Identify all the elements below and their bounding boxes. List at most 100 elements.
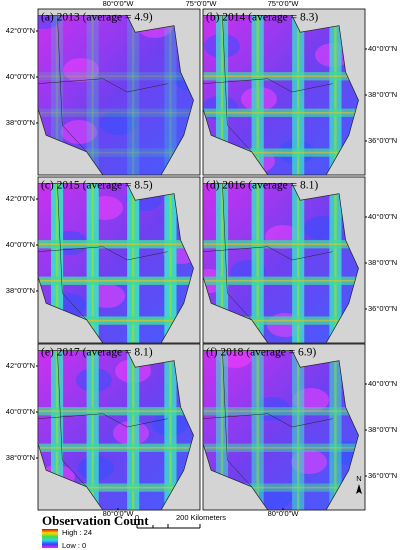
swath-core [203, 319, 359, 322]
swath-core [38, 486, 194, 489]
swath-core [169, 350, 172, 510]
swath-core [91, 183, 94, 343]
swath-horizontal [38, 72, 194, 81]
swath-core [131, 15, 135, 175]
swath-core [38, 151, 194, 154]
region-outline [202, 15, 359, 176]
swath-core [256, 15, 259, 175]
map-panel: (c) 2015 (average = 8.5) 42°0'0"N 40°0'0"N… [6, 176, 201, 344]
swath-core [38, 111, 194, 114]
raster-patch [61, 120, 97, 144]
swath-core [334, 350, 337, 510]
region-outline [37, 350, 194, 511]
swath-core [203, 410, 359, 413]
latitude-label: 38°0'0"N [6, 453, 35, 462]
swath-core [55, 350, 59, 510]
swath-core [203, 446, 359, 449]
swath-core [203, 486, 359, 489]
swath-core [38, 243, 194, 246]
raster-patch [100, 111, 136, 135]
region-outline [202, 183, 359, 344]
latitude-label: 40°0'0"N [6, 72, 35, 81]
north-arrow [356, 484, 362, 494]
swath-core [203, 279, 359, 282]
longitude-label: 80°0'0"W [103, 0, 135, 8]
latitude-label: 40°0'0"N [6, 240, 35, 249]
swath-core [256, 183, 259, 343]
panel-title: (f) 2018 (average = 6.9) [206, 347, 316, 359]
legend-low: Low : 0 [62, 541, 86, 550]
swath-vertical [50, 15, 64, 175]
legend-high: High : 24 [62, 528, 92, 537]
latitude-label: 36°0'0"N [368, 471, 397, 480]
raster-patch [63, 58, 99, 82]
region-outline [202, 350, 359, 511]
latitude-label: 42°0'0"N [6, 361, 35, 370]
latitude-label: 40°0'0"N [368, 379, 397, 388]
swath-core [38, 446, 194, 449]
swath-core [91, 15, 94, 175]
latitude-label: 40°0'0"N [368, 212, 397, 221]
state-border [37, 246, 168, 261]
latitude-label: 36°0'0"N [368, 304, 397, 313]
swath-core [91, 350, 94, 510]
state-border [57, 183, 87, 320]
swath-horizontal [203, 483, 359, 492]
swath-horizontal [38, 148, 194, 157]
state-border [57, 350, 87, 487]
longitude-label: 80°0'0"W [268, 509, 300, 518]
map-panel: (a) 2013 (average = 4.9) 42°0'0"N 40°0'0"N… [6, 0, 218, 176]
latitude-label: 38°0'0"N [368, 90, 397, 99]
scale-end: 200 Kilometers [176, 513, 226, 522]
swath-core [296, 183, 300, 343]
longitude-label: 75°0'0"W [186, 0, 218, 8]
swath-core [220, 15, 224, 175]
swath-core [131, 350, 135, 510]
swath-core [38, 410, 194, 413]
swath-horizontal [203, 407, 359, 416]
swath-horizontal [38, 108, 194, 117]
swath-core [296, 15, 300, 175]
region-outline [37, 15, 194, 176]
longitude-label: 80°0'0"W [103, 509, 135, 518]
state-border [202, 246, 333, 261]
swath-core [203, 151, 359, 154]
swath-vertical [164, 15, 177, 175]
raster-patch [38, 15, 62, 29]
panel-title: (c) 2015 (average = 8.5) [41, 180, 153, 192]
latitude-label: 38°0'0"N [6, 118, 35, 127]
latitude-label: 38°0'0"N [368, 425, 397, 434]
swath-core [256, 350, 259, 510]
state-border [222, 183, 252, 320]
swath-core [203, 75, 359, 78]
swath-core [38, 279, 194, 282]
map-panel: (f) 2018 (average = 6.9) 40°0'0"N 38°0'0"N… [202, 343, 397, 518]
swath-core [203, 243, 359, 246]
swath-horizontal [203, 443, 359, 452]
swath-core [220, 350, 224, 510]
swath-core [203, 111, 359, 114]
scale-bar: 0 200 Kilometers [135, 513, 226, 529]
panel-title: (d) 2016 (average = 8.1) [206, 180, 318, 192]
swath-core [38, 319, 194, 322]
swath-core [334, 183, 337, 343]
latitude-label: 38°0'0"N [368, 258, 397, 267]
state-border [202, 413, 333, 428]
swath-core [169, 15, 172, 175]
swath-core [38, 75, 194, 78]
swath-core [169, 183, 172, 343]
latitude-label: 40°0'0"N [6, 407, 35, 416]
state-border [37, 413, 168, 428]
swath-core [55, 15, 59, 175]
state-border [202, 78, 333, 93]
state-border [222, 15, 252, 152]
panel-title: (b) 2014 (average = 8.3) [206, 12, 318, 24]
map-panel: (d) 2016 (average = 8.1) 40°0'0"N 38°0'0"N… [202, 176, 397, 344]
latitude-label: 40°0'0"N [368, 44, 397, 53]
swath-vertical [86, 15, 99, 175]
swath-vertical [127, 15, 140, 175]
state-border [222, 350, 252, 487]
panel-title: (e) 2017 (average = 8.1) [41, 347, 153, 359]
